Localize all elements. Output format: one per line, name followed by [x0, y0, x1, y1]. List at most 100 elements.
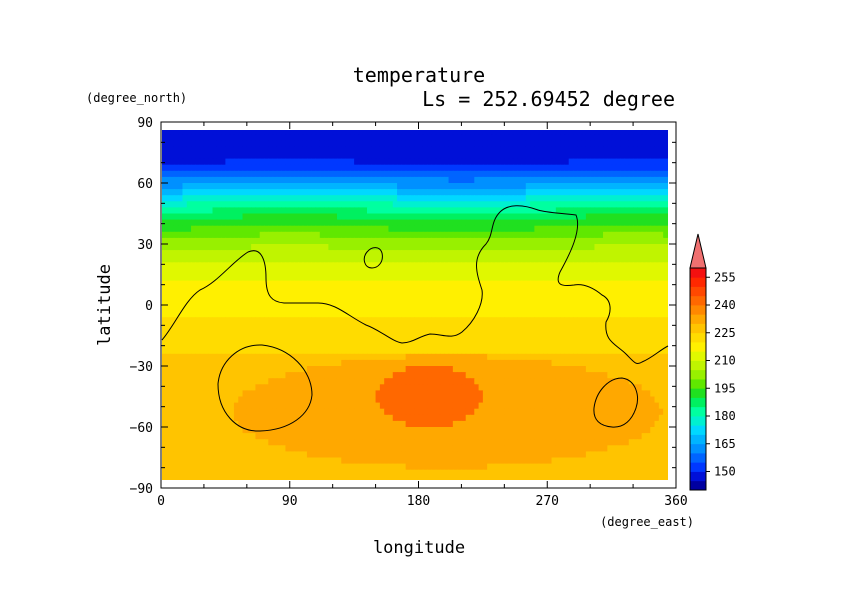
field-cell [573, 347, 578, 355]
field-cell [603, 347, 608, 355]
field-cell [470, 134, 475, 141]
field-cell [590, 237, 596, 245]
field-cell [324, 323, 329, 330]
field-cell [294, 341, 299, 349]
field-cell [465, 237, 471, 245]
field-cell [186, 366, 192, 373]
field-cell [525, 335, 531, 343]
field-cell [371, 347, 377, 355]
field-cell [551, 183, 557, 190]
field-cell [414, 134, 420, 141]
field-cell [470, 329, 475, 337]
field-cell [607, 286, 613, 294]
field-cell [663, 347, 668, 355]
field-cell [655, 122, 660, 129]
field-cell [547, 305, 553, 312]
field-cell [645, 130, 651, 135]
field-cell [667, 134, 668, 141]
field-cell [332, 317, 338, 324]
field-cell [289, 158, 295, 166]
field-cell [654, 366, 660, 373]
field-cell [225, 341, 231, 349]
field-cell [495, 237, 501, 245]
field-cell [401, 130, 407, 135]
field-cell [512, 170, 518, 178]
field-cell [491, 170, 497, 178]
field-cell [457, 231, 463, 239]
field-cell [367, 280, 372, 288]
field-cell [328, 231, 334, 239]
field-cell [487, 164, 493, 172]
field-cell [294, 164, 299, 172]
field-cell [341, 298, 347, 306]
field-cell [620, 219, 626, 227]
field-cell [328, 237, 334, 245]
field-cell [542, 311, 548, 318]
field-cell [259, 225, 265, 233]
field-cell [448, 372, 454, 379]
field-cell [452, 189, 458, 196]
field-cell [229, 134, 235, 141]
field-cell [221, 286, 226, 294]
field-cell [637, 231, 643, 239]
field-cell [585, 305, 591, 312]
field-cell [384, 213, 390, 221]
field-cell [195, 158, 201, 166]
field-cell [530, 317, 535, 324]
field-cell [530, 280, 535, 288]
field-cell [409, 298, 415, 306]
field-cell [345, 256, 351, 263]
field-cell [362, 134, 368, 141]
field-cell [178, 176, 184, 184]
field-cell [414, 140, 420, 147]
field-cell [594, 158, 600, 166]
field-cell [470, 152, 475, 160]
field-cell [418, 134, 424, 141]
field-cell [538, 298, 544, 306]
field-cell [577, 237, 583, 245]
field-cell [379, 146, 385, 154]
field-cell [319, 280, 325, 288]
field-cell [581, 335, 587, 343]
field-cell [461, 122, 466, 129]
field-cell [354, 311, 360, 318]
field-cell [431, 176, 437, 184]
field-cell [311, 134, 317, 141]
field-cell [375, 183, 381, 190]
field-cell [306, 170, 312, 178]
field-cell [542, 140, 548, 147]
field-cell [538, 164, 544, 172]
field-cell [517, 130, 523, 135]
field-cell [208, 183, 214, 190]
field-cell [667, 146, 668, 154]
field-cell [216, 298, 222, 306]
field-cell [212, 183, 218, 190]
field-cell [581, 268, 587, 276]
field-cell [233, 176, 239, 184]
field-cell [615, 359, 621, 367]
field-cell [401, 122, 406, 129]
field-cell [611, 201, 617, 208]
field-cell [517, 298, 523, 306]
field-cell [246, 353, 252, 361]
field-cell [568, 262, 574, 269]
field-cell [203, 359, 209, 367]
field-cell [406, 122, 411, 129]
field-cell [538, 256, 544, 263]
field-cell [221, 152, 226, 160]
field-cell [552, 122, 557, 129]
field-cell [439, 341, 445, 349]
field-cell [517, 366, 523, 373]
field-cell [162, 305, 166, 312]
field-cell [512, 201, 518, 208]
field-cell [203, 268, 209, 276]
field-cell [341, 280, 347, 288]
field-cell [221, 256, 226, 263]
field-cell [367, 164, 372, 172]
field-cell [645, 195, 651, 202]
field-cell [465, 359, 471, 367]
field-cell [491, 268, 497, 276]
field-cell [585, 189, 591, 196]
field-cell [603, 244, 608, 251]
field-cell [547, 286, 553, 294]
